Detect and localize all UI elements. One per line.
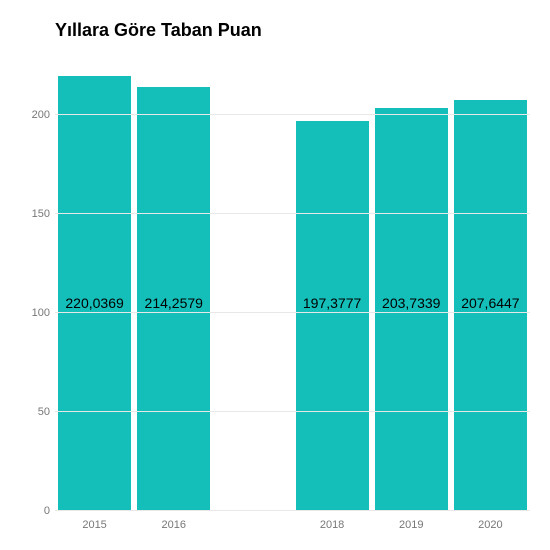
bar-chart: Yıllara Göre Taban Puan 050100150200 220… — [0, 0, 550, 550]
bar-slot: 220,03692015 — [55, 56, 134, 511]
grid-line — [55, 411, 530, 412]
grid-line — [55, 114, 530, 115]
bar-value-label: 207,6447 — [435, 295, 546, 311]
chart-title: Yıllara Göre Taban Puan — [55, 20, 530, 41]
x-tick-label: 2016 — [134, 511, 213, 531]
grid-line — [55, 312, 530, 313]
grid-line — [55, 510, 530, 511]
bar — [296, 121, 369, 511]
bar-slot — [213, 56, 292, 511]
x-tick-label: 2015 — [55, 511, 134, 531]
bar-slot: 207,64472020 — [451, 56, 530, 511]
bar-slot: 214,25792016 — [134, 56, 213, 511]
x-tick-label: 2018 — [293, 511, 372, 531]
y-tick-label: 200 — [15, 109, 50, 121]
grid-line — [55, 213, 530, 214]
y-tick-label: 50 — [15, 406, 50, 418]
y-tick-label: 150 — [15, 208, 50, 220]
bar — [58, 76, 131, 511]
y-axis: 050100150200 — [15, 56, 50, 511]
plot-area: 050100150200 220,03692015214,25792016197… — [55, 56, 530, 511]
bar-slot: 197,37772018 — [293, 56, 372, 511]
x-tick-label: 2019 — [372, 511, 451, 531]
x-tick-label: 2020 — [451, 511, 530, 531]
bars-region: 220,03692015214,25792016 197,37772018203,… — [55, 56, 530, 511]
y-tick-label: 0 — [15, 505, 50, 517]
bar-slot: 203,73392019 — [372, 56, 451, 511]
